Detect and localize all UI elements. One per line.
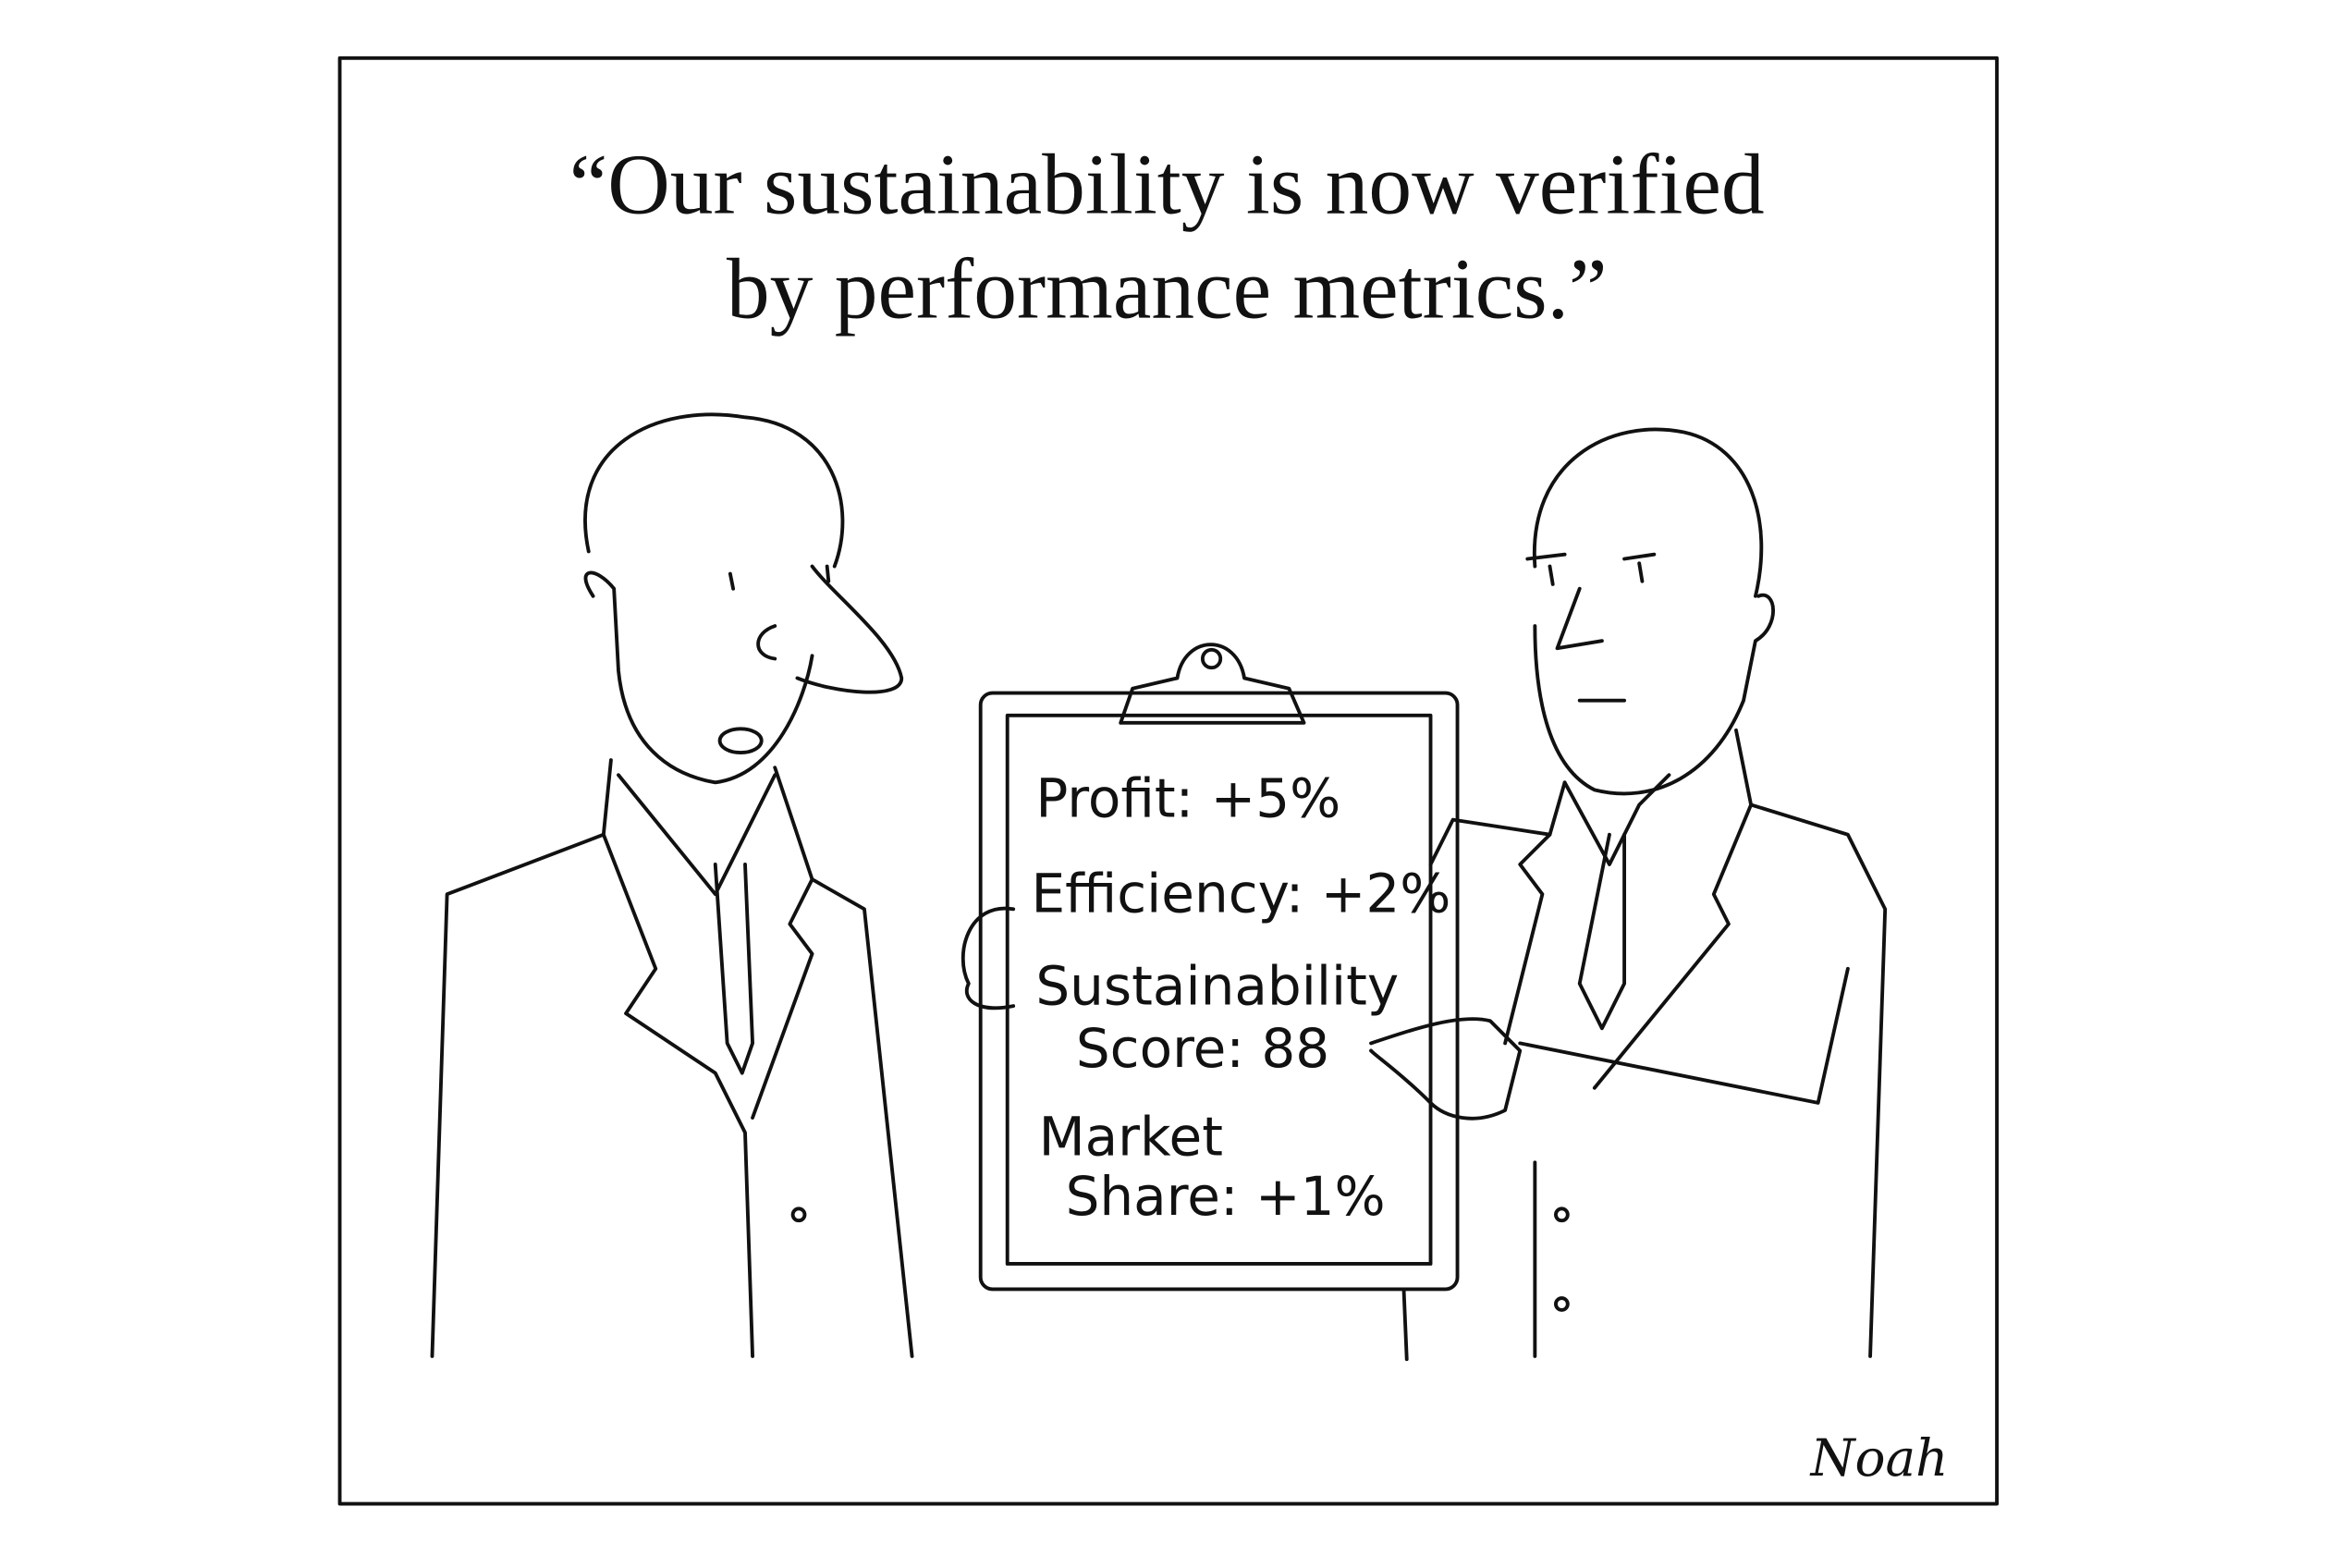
clipboard-line: Score: 88 <box>1076 1017 1329 1080</box>
caption-line: by performance metrics.” <box>727 241 1608 337</box>
right-man <box>1369 427 1888 1362</box>
clipboard-line: Efficiency: +2% <box>1032 863 1451 925</box>
clipboard-line: Market <box>1039 1105 1223 1168</box>
clipboard-line: Share: +1% <box>1066 1165 1386 1228</box>
clipboard-line: Sustainability <box>1035 954 1399 1017</box>
clipboard-line: Profit: +5% <box>1035 766 1340 829</box>
caption-line: “Our sustainability is now verified <box>569 138 1765 233</box>
panel-frame <box>337 55 2000 1506</box>
left-man <box>430 412 914 1358</box>
clipboard: Profit: +5% Efficiency: +2% Sustainabili… <box>960 643 1460 1292</box>
signature: Noah <box>1809 1428 1949 1488</box>
